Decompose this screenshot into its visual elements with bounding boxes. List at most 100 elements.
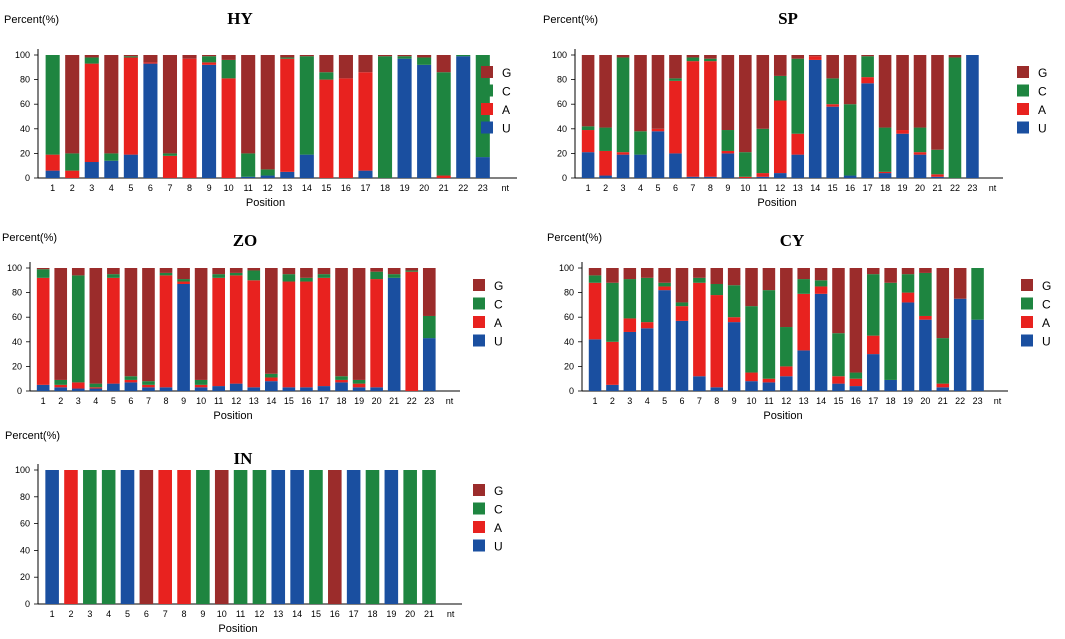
bar-cy-pos7-C	[693, 277, 706, 283]
bar-cy-pos16-C	[849, 372, 863, 379]
x-tick-label-hy: 3	[89, 183, 94, 193]
bar-hy-pos10-C	[221, 59, 236, 79]
bar-hy-pos8-A	[182, 58, 197, 178]
bar-cy-pos10-C	[745, 306, 758, 373]
bar-hy-pos5-U	[123, 154, 138, 178]
chart-title-hy: HY	[227, 9, 253, 28]
bar-hy-pos20-U	[417, 64, 432, 178]
bar-sp-pos14-A	[808, 56, 822, 60]
bar-hy-pos13-A	[280, 58, 295, 172]
x-tick-label-sp: 6	[673, 183, 678, 193]
bar-cy-pos13-U	[797, 350, 810, 391]
bar-in-pos21-C	[422, 470, 436, 604]
bar-zo-pos2-U	[54, 387, 68, 391]
bar-zo-pos2-G	[54, 268, 68, 380]
legend-label-in-U: U	[494, 540, 503, 554]
y-tick-label-cy: 60	[564, 312, 574, 322]
bar-sp-pos16-G	[843, 55, 857, 105]
bar-hy-pos14-G	[299, 55, 314, 57]
bar-in-pos10-G	[214, 470, 229, 604]
bar-in-pos14-U	[290, 470, 304, 604]
bar-hy-pos13-U	[280, 171, 295, 178]
bar-zo-pos8-A	[159, 275, 173, 388]
x-axis-label-sp: Position	[757, 197, 796, 209]
y-tick-label-cy: 0	[569, 386, 574, 396]
x-tick-label-in: 8	[182, 609, 187, 619]
x-tick-label-cy: 6	[679, 396, 684, 406]
bar-cy-pos8-U	[710, 387, 724, 391]
bar-zo-pos10-C	[194, 379, 208, 385]
x-tick-label-in: 6	[144, 609, 149, 619]
bar-zo-pos6-U	[124, 382, 138, 391]
bar-sp-pos13-A	[791, 133, 805, 155]
bar-zo-pos19-U	[352, 387, 366, 391]
legend-swatch-cy-U	[1021, 334, 1033, 347]
bar-hy-pos22-U	[456, 56, 471, 179]
bar-zo-pos18-A	[335, 379, 348, 383]
legend-label-sp-G: G	[1038, 66, 1047, 80]
bar-zo-pos5-A	[107, 277, 120, 384]
bar-hy-pos10-G	[221, 55, 236, 60]
bar-cy-pos15-C	[832, 333, 845, 377]
x-tick-label-in: 11	[236, 609, 245, 619]
bar-zo-pos18-G	[335, 268, 348, 377]
bar-in-pos2-A	[64, 470, 78, 604]
x-tick-label-hy: 11	[244, 183, 253, 193]
bar-zo-pos17-U	[317, 386, 331, 391]
bar-hy-pos3-U	[84, 162, 99, 178]
bar-zo-pos9-G	[177, 268, 190, 280]
bar-cy-pos11-A	[762, 378, 776, 383]
bar-cy-pos3-C	[623, 279, 637, 319]
x-tick-label-zo: 10	[196, 396, 206, 406]
bar-sp-pos13-C	[791, 58, 805, 134]
bar-hy-pos21-G	[436, 55, 451, 73]
bar-zo-pos15-U	[282, 387, 296, 391]
bar-zo-pos16-C	[300, 277, 313, 282]
x-tick-label-zo: 21	[389, 396, 399, 406]
bar-zo-pos8-G	[159, 268, 173, 273]
bar-zo-pos15-C	[282, 274, 296, 282]
x-tick-label-cy: 22	[955, 396, 965, 406]
bar-hy-pos3-C	[84, 57, 99, 64]
bar-sp-pos12-G	[773, 55, 787, 76]
y-tick-label-sp: 80	[557, 75, 567, 85]
bar-zo-pos1-C	[36, 269, 50, 278]
legend-swatch-cy-A	[1021, 316, 1033, 328]
y-tick-label-hy: 40	[20, 124, 30, 134]
bar-zo-pos15-G	[282, 268, 296, 275]
bar-zo-pos13-U	[247, 387, 261, 391]
x-tick-label-zo: 16	[301, 396, 311, 406]
legend-swatch-hy-G	[481, 66, 493, 78]
y-tick-label-cy: 80	[564, 288, 574, 298]
x-tick-label-sp: 21	[932, 183, 942, 193]
bar-hy-pos15-A	[319, 79, 334, 178]
bar-in-pos8-A	[177, 470, 191, 604]
y-axis-label-cy: Percent(%)	[547, 232, 602, 244]
bar-sp-pos8-G	[704, 55, 717, 59]
bar-hy-pos7-G	[162, 55, 178, 154]
bar-sp-pos17-A	[861, 77, 874, 84]
bar-zo-pos21-U	[387, 277, 401, 391]
bar-hy-pos2-A	[65, 170, 80, 178]
bar-zo-pos8-C	[159, 272, 173, 276]
chart-title-cy: CY	[780, 231, 805, 250]
x-tick-label-sp: 22	[950, 183, 960, 193]
bar-hy-pos19-C	[397, 56, 412, 59]
x-axis-label-in: Position	[218, 623, 257, 635]
bar-cy-pos7-A	[693, 282, 706, 377]
bar-cy-pos18-C	[884, 282, 897, 380]
bar-hy-pos6-A	[143, 62, 158, 64]
bar-hy-pos21-A	[436, 175, 451, 178]
y-tick-label-sp: 20	[557, 148, 567, 158]
x-tick-label-zo: 8	[164, 396, 169, 406]
x-tick-label-cy: 5	[662, 396, 667, 406]
x-tick-label-in: 20	[405, 609, 415, 619]
bar-hy-pos18-C	[377, 56, 393, 179]
bar-sp-pos18-U	[878, 173, 892, 178]
x-tick-label-sp: 3	[621, 183, 626, 193]
bar-in-pos1-U	[45, 470, 59, 604]
bar-zo-pos5-C	[107, 274, 120, 278]
bar-sp-pos20-U	[913, 154, 927, 178]
bar-cy-pos15-U	[832, 383, 845, 391]
bar-hy-pos4-G	[104, 55, 119, 154]
